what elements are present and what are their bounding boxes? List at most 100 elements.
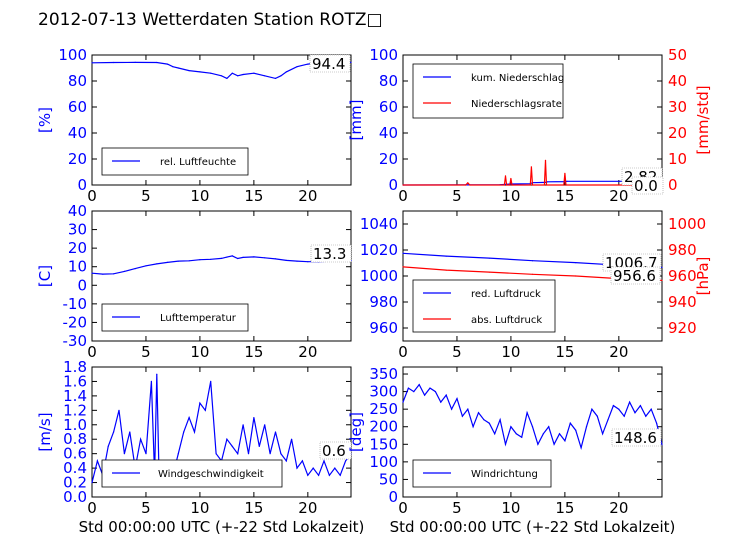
temperature-ytick-label: 10 [68,258,87,276]
wind-direction-data-point [618,408,620,410]
wind-direction-data-point [531,426,534,428]
humidity-data-point [253,72,255,74]
precipitation-xtick-label: 10 [501,187,520,205]
wind-direction-data-point [413,391,415,393]
wind-speed-data-point [113,431,115,433]
precipitation-ytick-label: 0 [388,176,398,194]
wind-direction-data-point [434,391,436,393]
precipitation-ytick-label: 40 [379,124,398,142]
wind-direction-data-point [504,443,507,445]
humidity-data-point [177,67,179,69]
wind-speed-data-point [296,467,298,469]
pressure-last-value-label: 956.6 [613,267,656,285]
wind-speed-ytick-label: 0.4 [63,459,87,477]
wind-direction-ytick-label: 200 [369,418,398,436]
wind-direction-data-point [402,401,404,403]
precipitation-data-point [504,175,507,177]
wind-speed-xtick-label: 5 [141,499,151,517]
pressure-data-point [575,275,577,277]
pressure-ytick-right-label: 980 [668,241,697,259]
temperature-ytick-label: -30 [63,332,88,350]
humidity-ytick-label: 20 [68,150,87,168]
temperature-data-point [242,256,244,258]
pressure-ytick-label: 980 [369,293,398,311]
humidity-legend-label: rel. Luftfeuchte [160,157,236,168]
wind-speed-data-point [183,431,185,433]
wind-speed-xtick-label: 20 [298,499,317,517]
wind-direction-value-box [611,428,662,447]
wind-speed-data-point [328,474,330,476]
wind-direction-xtick-label: 5 [452,499,462,517]
wind-speed-ylabel: [m/s] [36,412,54,451]
pressure-data-point [445,269,447,271]
humidity-xtick-label: 0 [87,187,97,205]
chart-title-glyph: □ [366,10,383,30]
precipitation-ytick-label: 20 [379,150,398,168]
wind-direction-data-point [472,426,474,428]
pressure-data-point [488,271,490,273]
temperature-data-point [113,273,115,275]
precipitation-ytick-right-label: 20 [668,124,687,142]
pressure-xtick-label: 10 [501,343,520,361]
humidity-data-point [237,75,239,77]
wind-speed-value-box [319,441,352,460]
wind-direction-xtick-label: 10 [501,499,520,517]
wind-direction-data-point [499,419,501,421]
temperature-ylabel: [C] [36,265,54,287]
wind-speed-xtick-label: 10 [190,499,209,517]
precipitation-data-point [509,184,511,186]
pressure-ytick-label: 1000 [360,267,398,285]
wind-speed-data-point [91,482,93,484]
wind-direction-data-point [607,419,609,421]
temperature-ytick-label: 20 [68,239,87,257]
wind-speed-data-point [334,467,336,469]
wind-speed-data-point [129,431,131,433]
precipitation-xtick-label: 5 [452,187,462,205]
precipitation-legend-box [412,63,564,119]
wind-speed-ytick-label: 0.2 [63,474,87,492]
wind-direction-data-point [526,412,528,414]
pressure-legend-label: red. Luftdruck [471,289,541,300]
wind-speed-xtick-label: 0 [87,499,97,517]
precipitation-data-point [529,184,531,186]
wind-direction-data-point [656,422,658,424]
precipitation-ytick-right-label: 10 [668,150,687,168]
chart-title: 2012-07-13 Wetterdaten Station ROTZ□ [38,10,383,30]
wind-direction-data-point [580,447,582,449]
humidity-xtick-label: 5 [141,187,151,205]
wind-direction-data-point [456,398,458,400]
wind-speed-data-point [274,431,277,433]
wind-speed-data-point [345,460,347,462]
wind-direction-data-point [424,394,426,396]
temperature-legend-label: Lufttemperatur [160,313,237,324]
temperature-data-point [274,258,277,260]
humidity-xtick-label: 15 [244,187,263,205]
temperature-data-point [134,268,136,270]
pressure-ytick-right-label: 1000 [668,215,706,233]
wind-speed-xtick-label: 15 [244,499,263,517]
wind-speed-data-point [118,409,120,411]
precipitation-ylabel-right: [mm/std] [694,85,712,154]
wind-speed-ytick-label: 1.8 [63,358,87,376]
wind-direction-data-point [661,444,663,446]
precipitation-data-point [530,166,533,168]
precipitation-data-point [511,184,513,186]
temperature-data-point [123,270,125,272]
humidity-data-point [188,70,190,72]
wind-direction-xtick-label: 15 [555,499,574,517]
precipitation-data-point [402,184,404,186]
wind-direction-data-point [602,433,604,435]
wind-speed-data-point [242,424,244,426]
wind-direction-ytick-label: 100 [369,453,398,471]
wind-speed-data-point [123,453,125,455]
wind-direction-xtick-label: 20 [609,499,628,517]
humidity-data-point [172,66,174,68]
pressure-xtick-label: 0 [398,343,408,361]
wind-direction-data-point [591,408,593,410]
wind-speed-data-point [177,453,179,455]
temperature-data-point [145,265,147,267]
precipitation-data-point [510,177,512,180]
wind-direction-data-point [445,394,447,396]
wind-speed-data-point [96,460,98,462]
precipitation-legend-label: kum. Niederschlag [471,73,564,84]
